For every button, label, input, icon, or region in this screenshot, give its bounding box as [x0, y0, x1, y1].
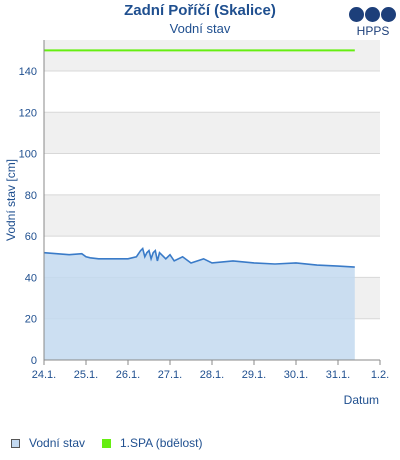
grid-band [44, 112, 380, 154]
y-tick-label: 0 [31, 355, 37, 367]
logo-dot-icon [381, 7, 396, 22]
x-tick-label: 25.1. [74, 369, 98, 381]
x-axis-title: Datum [344, 393, 379, 407]
logo-dot-icon [365, 7, 380, 22]
legend-swatch-spa [102, 438, 111, 448]
water-level-chart: 0 20 40 60 80 100 120 140 24.1. 25.1. 26.1. 27.1. 28… [4, 40, 389, 407]
x-tick-label: 31.1. [326, 369, 350, 381]
x-tick-label: 26.1. [116, 369, 140, 381]
series-line-water-level [43, 246, 355, 268]
y-tick-label: 60 [25, 231, 37, 243]
x-tick-label: 30.1. [284, 369, 308, 381]
hpps-logo: HPPS [349, 6, 397, 40]
y-axis-title: Vodní stav [cm] [4, 159, 18, 241]
y-tick-label: 140 [19, 66, 37, 78]
logo-text: HPPS [356, 24, 390, 38]
x-tick-label: 27.1. [158, 369, 182, 381]
legend-swatch-water-level [11, 438, 20, 448]
grid-band [44, 194, 380, 237]
x-tick-label: 24.1. [32, 369, 56, 381]
legend-label-spa: 1.SPA (bdělost) [120, 436, 203, 450]
x-tick-label: 28.1. [200, 369, 224, 381]
legend-item-spa: 1.SPA (bdělost) [102, 436, 203, 450]
legend: Vodní stav 1.SPA (bdělost) [0, 436, 400, 456]
y-tick-label: 40 [25, 272, 37, 284]
x-tick-label: 1.2. [371, 369, 389, 381]
logo-dot-icon [349, 7, 364, 22]
chart-subtitle: Vodní stav [169, 21, 231, 36]
y-tick-label: 20 [25, 314, 37, 326]
y-tick-label: 100 [19, 149, 37, 161]
chart-title: Zadní Poříčí (Skalice) [124, 2, 276, 19]
grid-band [44, 40, 380, 71]
y-tick-label: 80 [25, 190, 37, 202]
y-tick-label: 120 [19, 107, 37, 119]
x-tick-label: 29.1. [242, 369, 266, 381]
legend-label-water-level: Vodní stav [29, 436, 86, 450]
series-area-water-level [44, 248, 355, 360]
legend-item-water-level: Vodní stav [11, 436, 85, 450]
